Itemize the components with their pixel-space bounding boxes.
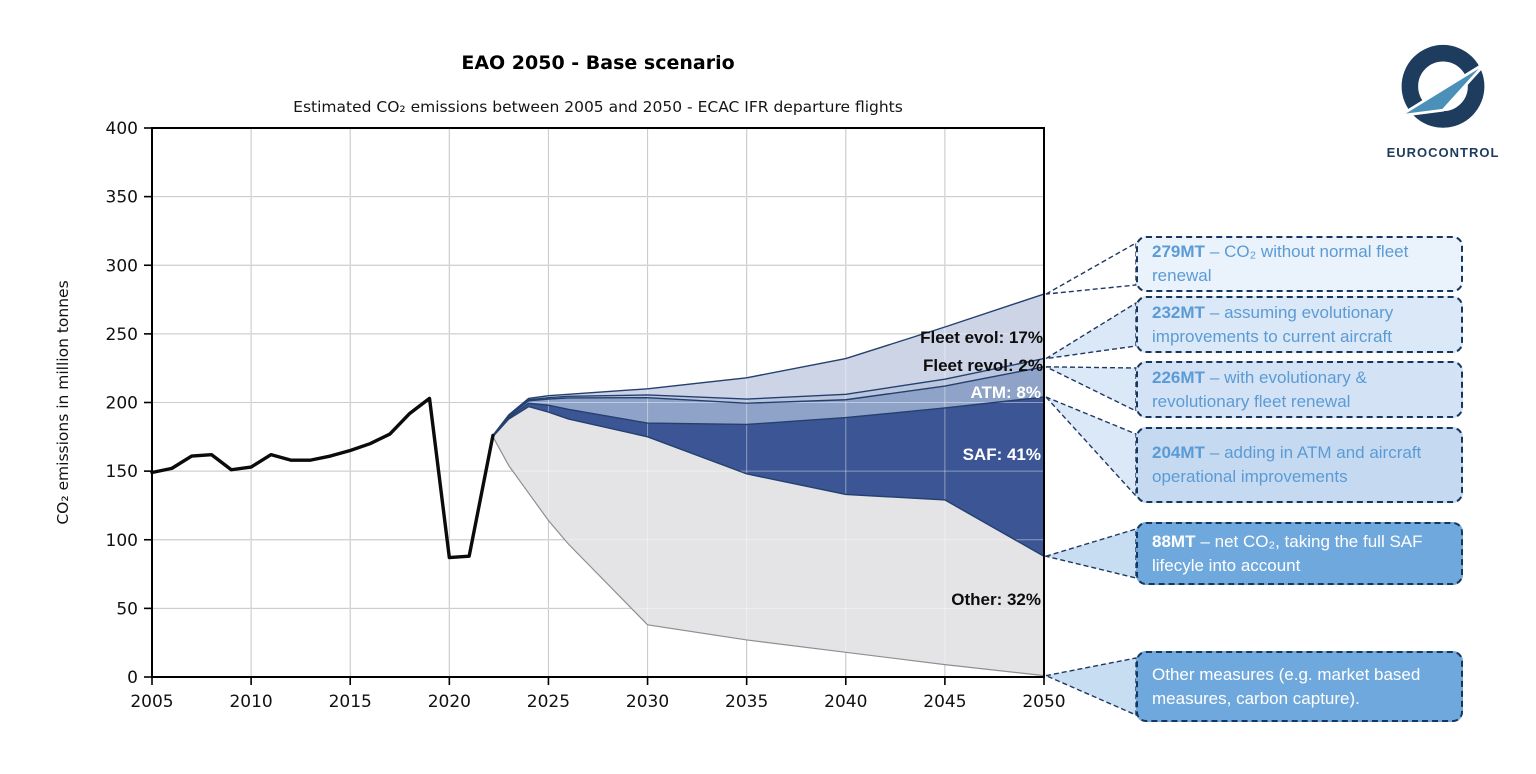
- callout-text: – adding in ATM and aircraft operational…: [1152, 443, 1422, 486]
- x-tick-label: 2015: [329, 692, 372, 712]
- y-tick-label: 250: [106, 325, 138, 345]
- y-tick-label: 150: [106, 462, 138, 482]
- callout-value: 232MT: [1152, 302, 1205, 322]
- callout-body: 279MT – CO₂ without normal fleet renewal: [1152, 240, 1447, 288]
- page-title: EAO 2050 - Base scenario: [461, 52, 735, 74]
- band-fleet-revol: [492, 358, 1044, 436]
- trajectory-co2-without-normal-fleet-renewal: [492, 293, 1045, 436]
- callout-value: 204MT: [1152, 443, 1205, 462]
- callout-body: Other measures (e.g. market based measur…: [1152, 663, 1447, 711]
- x-tick-label: 2035: [725, 692, 768, 712]
- x-tick-label: 2030: [626, 692, 669, 712]
- trajectory-evolutionary-improvements: [492, 357, 1045, 436]
- x-tick-label: 2025: [527, 692, 570, 712]
- eurocontrol-logo-icon: [1399, 44, 1488, 128]
- callout-88mt: 88MT – net CO₂, taking the full SAF lifec…: [1136, 522, 1463, 585]
- band-label-fleet-revol: Fleet revol: 2%: [923, 356, 1043, 375]
- y-tick-label: 400: [106, 119, 138, 139]
- callout-226mt: 226MT – with evolutionary & revolutionary…: [1136, 361, 1463, 418]
- band-fleet-evol: [492, 294, 1044, 436]
- callout-text: – assuming evolutionary improvements to …: [1152, 302, 1394, 346]
- x-tick-label: 2005: [130, 692, 173, 712]
- x-tick-label: 2040: [824, 692, 867, 712]
- callout-text: Other measures (e.g. market based measur…: [1152, 664, 1421, 708]
- callout-body: 204MT – adding in ATM and aircraft operat…: [1152, 441, 1447, 489]
- y-tick-label: 350: [106, 188, 138, 208]
- callout-connector-5: [1043, 528, 1137, 579]
- y-tick-label: 50: [116, 599, 138, 619]
- historical-line: [150, 396, 495, 560]
- callout-body: 88MT – net CO₂, taking the full SAF lifec…: [1152, 530, 1447, 578]
- x-tick-label: 2050: [1022, 692, 1065, 712]
- band-label-saf: SAF: 41%: [962, 445, 1041, 464]
- callout-text: – CO₂ without normal fleet renewal: [1152, 242, 1409, 285]
- callout-connector-4: [1045, 396, 1137, 498]
- x-tick-label: 2010: [229, 692, 272, 712]
- band-label-fleet-evol: Fleet evol: 17%: [920, 328, 1043, 347]
- x-tick-label: 2045: [923, 692, 966, 712]
- callout-connector-2: [1045, 301, 1137, 360]
- y-tick-label: 100: [106, 531, 138, 551]
- logo-swoosh: [1399, 61, 1488, 118]
- callout-232mt: 232MT – assuming evolutionary improvement…: [1136, 296, 1463, 353]
- band-saf: [492, 397, 1044, 557]
- callout-text: – net CO₂, taking the full SAF lifecyle …: [1152, 531, 1423, 575]
- callout-connector-3: [1045, 366, 1137, 413]
- y-tick-label: 200: [106, 394, 138, 414]
- y-axis-title: CO₂ emissions in million tonnes: [54, 280, 72, 524]
- x-tick-label: 2020: [428, 692, 471, 712]
- eurocontrol-wordmark: EUROCONTROL: [1386, 145, 1500, 160]
- callout-value: 279MT: [1152, 242, 1205, 261]
- callout-connector-1: [1045, 241, 1137, 295]
- logo-ring: [1401, 44, 1485, 128]
- band-atm: [492, 366, 1044, 437]
- y-tick-label: 0: [127, 668, 138, 688]
- callout-body: 226MT – with evolutionary & revolutionary…: [1152, 366, 1447, 414]
- callout-279mt: 279MT – CO₂ without normal fleet renewal: [1136, 236, 1463, 292]
- y-tick-label: 300: [106, 256, 138, 276]
- band-other: [492, 406, 1044, 676]
- trajectory-net-with-saf: [492, 405, 1045, 557]
- band-label-atm: ATM: 8%: [970, 383, 1041, 402]
- callout-value: 88MT: [1152, 531, 1196, 551]
- callout-text: – with evolutionary & revolutionary flee…: [1152, 367, 1367, 411]
- trajectory-with-other-measures: [492, 436, 1045, 677]
- band-label-other: Other: 32%: [951, 590, 1041, 609]
- callout-204mt: 204MT – adding in ATM and aircraft operat…: [1136, 427, 1463, 503]
- callout-body: 232MT – assuming evolutionary improvement…: [1152, 301, 1447, 349]
- chart-subtitle: Estimated CO₂ emissions between 2005 and…: [293, 98, 903, 116]
- eurocontrol-logo: EUROCONTROL: [1383, 42, 1503, 160]
- callout-value: 226MT: [1152, 367, 1205, 387]
- trajectory-plus-atm-and-operations: [492, 396, 1045, 437]
- callout-other-measures: Other measures (e.g. market based measur…: [1136, 651, 1463, 722]
- trajectory-evolutionary-and-revolutionary: [492, 366, 1045, 437]
